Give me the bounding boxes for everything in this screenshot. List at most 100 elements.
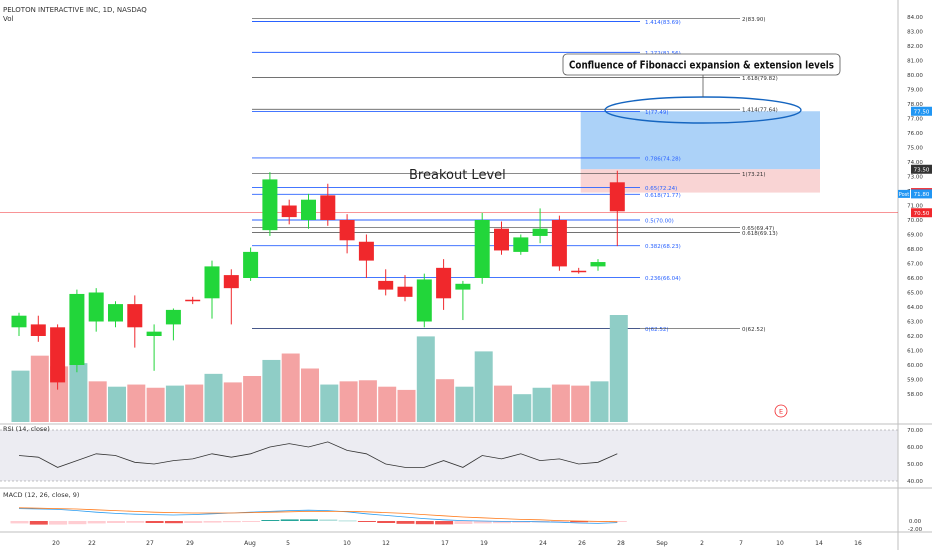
x-tick-label: 28 bbox=[617, 540, 625, 547]
x-tick-label: 20 bbox=[52, 540, 60, 547]
candle-body bbox=[243, 251, 259, 278]
ext-level-label: 1(73.21) bbox=[742, 172, 766, 178]
macd-title: MACD (12, 26, close, 9) bbox=[3, 491, 79, 499]
rsi-tick-label: 40.00 bbox=[907, 479, 923, 485]
macd-histogram-bar bbox=[493, 521, 511, 524]
macd-histogram-bar bbox=[338, 520, 357, 522]
macd-histogram-bar bbox=[396, 521, 415, 524]
candle-body bbox=[416, 279, 432, 322]
macd-histogram-bar bbox=[550, 521, 569, 522]
macd-histogram-bar bbox=[300, 519, 318, 521]
macd-histogram-bar bbox=[164, 521, 183, 524]
macd-histogram-bar bbox=[242, 521, 261, 522]
callout-text: Confluence of Fibonacci expansion & exte… bbox=[569, 60, 834, 72]
price-tick-label: 62.00 bbox=[907, 334, 923, 340]
fib-level-label: 0.786(74.28) bbox=[645, 156, 681, 162]
macd-histogram-bar bbox=[49, 521, 68, 525]
candle-body bbox=[165, 309, 181, 325]
fib-level-label: 0.236(66.04) bbox=[645, 276, 681, 282]
macd-histogram-bar bbox=[357, 521, 376, 522]
x-tick-label: 29 bbox=[186, 540, 194, 547]
macd-histogram-bar bbox=[415, 521, 434, 525]
stop-zone bbox=[580, 169, 820, 193]
ext-level-label: 0.65(69.47) bbox=[742, 226, 774, 232]
x-tick-label: 12 bbox=[382, 540, 390, 547]
candle-body bbox=[108, 304, 123, 322]
volume-bar bbox=[108, 386, 126, 422]
rsi-line bbox=[18, 441, 618, 468]
x-tick-label: 2 bbox=[700, 540, 704, 547]
rsi-tick-label: 50.00 bbox=[907, 462, 923, 468]
rsi-tick-label: 70.00 bbox=[907, 428, 923, 434]
volume-bar bbox=[416, 336, 435, 422]
candle-body bbox=[609, 182, 625, 212]
candle-body bbox=[339, 220, 355, 241]
macd-histogram-bar bbox=[68, 521, 87, 525]
rsi-tick-label: 60.00 bbox=[907, 445, 923, 451]
volume-bar bbox=[320, 384, 339, 422]
fib-level-label: 0.5(70.00) bbox=[645, 219, 674, 225]
fib-level-label: 1(77.49) bbox=[645, 110, 669, 116]
candle-body bbox=[474, 220, 490, 278]
x-tick-label: 22 bbox=[88, 540, 96, 547]
price-tick-label: 83.00 bbox=[907, 30, 923, 36]
candle-body bbox=[320, 195, 336, 220]
macd-tick-label: 0.00 bbox=[909, 519, 922, 525]
fib-level-label: 0.382(68.23) bbox=[645, 244, 681, 250]
price-tick-label: 64.00 bbox=[907, 305, 923, 311]
price-tick-label: 65.00 bbox=[907, 291, 923, 297]
volume-bar bbox=[11, 370, 30, 422]
volume-bar bbox=[262, 359, 281, 422]
candle-body bbox=[127, 304, 143, 328]
breakout-label: Breakout Level bbox=[409, 168, 506, 183]
macd-histogram-bar bbox=[29, 521, 48, 525]
candle-body bbox=[88, 292, 104, 322]
earnings-marker bbox=[774, 404, 788, 418]
x-tick-label: Sep bbox=[656, 540, 668, 547]
price-tick-label: 74.00 bbox=[907, 160, 923, 166]
candle-body bbox=[532, 228, 548, 236]
price-tag bbox=[911, 164, 932, 174]
price-tag-text: 73.50 bbox=[914, 167, 930, 173]
price-tick-label: 60.00 bbox=[907, 363, 923, 369]
x-tick-label: 14 bbox=[815, 540, 823, 547]
price-tick-label: 66.00 bbox=[907, 276, 923, 282]
volume-bar bbox=[146, 387, 165, 422]
price-tick-label: 80.00 bbox=[907, 73, 923, 79]
fib-level-label: 0.618(71.77) bbox=[645, 193, 681, 199]
candle-body bbox=[436, 267, 452, 299]
price-tick-label: 58.00 bbox=[907, 392, 923, 398]
candle-body bbox=[551, 220, 567, 267]
fib-level-label: 0(62.52) bbox=[645, 327, 669, 333]
x-tick-label: 10 bbox=[776, 540, 784, 547]
ext-level-label: 1.618(79.82) bbox=[742, 76, 778, 82]
volume-bar bbox=[358, 380, 377, 422]
rsi-band bbox=[0, 430, 898, 481]
x-tick-label: 24 bbox=[539, 540, 547, 547]
candle-body bbox=[262, 179, 278, 231]
macd-histogram-bar bbox=[261, 520, 280, 521]
volume-bar bbox=[571, 385, 590, 422]
candle-body bbox=[69, 293, 85, 365]
candle-body bbox=[223, 275, 239, 289]
x-tick-label: 7 bbox=[739, 540, 743, 547]
price-tick-label: 71.00 bbox=[907, 204, 923, 210]
volume-bar bbox=[223, 382, 242, 422]
price-tick-label: 73.00 bbox=[907, 175, 923, 181]
x-tick-label: 27 bbox=[146, 540, 154, 547]
candle-body bbox=[50, 327, 66, 383]
ext-level-label: 0.618(69.13) bbox=[742, 231, 778, 237]
candle-body bbox=[571, 270, 587, 273]
candle-body bbox=[185, 299, 201, 302]
volume-bar bbox=[513, 394, 532, 422]
candle-body bbox=[146, 331, 162, 336]
price-tick-label: 59.00 bbox=[907, 378, 923, 384]
x-tick-label: 17 bbox=[441, 540, 449, 547]
macd-tick-label: -2.00 bbox=[908, 527, 923, 533]
candle-body bbox=[590, 262, 606, 267]
callout-box bbox=[562, 53, 841, 76]
symbol-title: PELOTON INTERACTIVE INC, 1D, NASDAQ bbox=[3, 6, 147, 14]
candle-body bbox=[281, 205, 297, 218]
volume-bar bbox=[532, 387, 551, 422]
